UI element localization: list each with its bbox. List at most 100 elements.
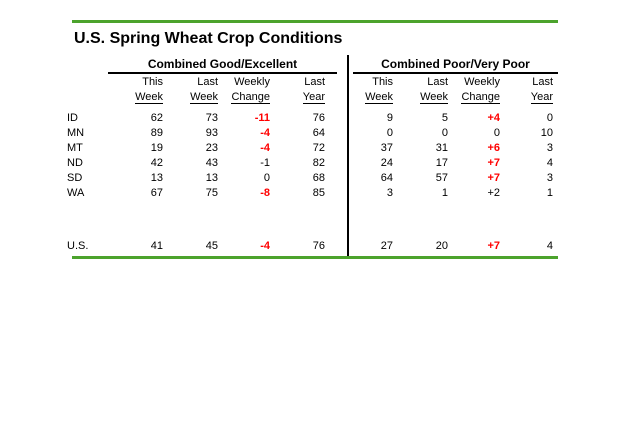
good-last-week-value: 43 [205,157,218,169]
column-gap [327,171,355,186]
poor-column-header-text: Change [461,91,500,104]
column-header-row-2: Week Week Change Year Week Week Change Year [65,90,555,105]
state-label: ND [67,157,83,169]
poor-last-week-value: 17 [435,157,448,169]
good-this-week-value: 42 [150,157,163,169]
good-this-week-value: 41 [150,240,163,252]
poor-last-year-value: 4 [546,240,553,252]
poor-this-week-value: 64 [380,172,393,184]
column-header-row-1: This Last Weekly Last This Last Weekly Last [65,75,555,90]
column-gap [327,111,355,126]
good-weekly-change-value: -1 [260,157,270,169]
good-weekly-change-value: -11 [254,112,270,124]
section-header-poor-very-poor: Combined Poor/Very Poor [353,57,558,74]
column-gap [327,141,355,156]
good-weekly-change-value: 0 [263,172,270,184]
column-gap [327,239,355,254]
good-column-header: Year [272,90,327,105]
poor-last-year-value: 3 [546,172,553,184]
table-row-mn: MN 89 93 -4 64 0 0 0 10 [65,126,555,141]
good-column-header: Week [108,90,165,105]
table-row-sd: SD 13 13 0 68 64 57 +7 3 [65,171,555,186]
good-last-week-value: 23 [205,142,218,154]
good-weekly-change-value: -4 [260,240,270,252]
state-label: MN [67,127,85,139]
poor-this-week-value: 9 [386,112,393,124]
good-last-year-value: 72 [312,142,325,154]
top-green-rule [72,20,558,23]
state-label: U.S. [67,240,89,252]
good-last-week-value: 93 [205,127,218,139]
poor-column-header: Year [502,90,555,105]
good-column-header: Change [220,90,272,105]
poor-last-year-value: 0 [546,112,553,124]
poor-last-week-value: 31 [435,142,448,154]
good-last-week-value: 75 [205,187,218,199]
state-label: SD [67,172,83,184]
good-column-header-text: Week [135,91,163,104]
poor-weekly-change-value: +6 [487,142,500,154]
column-gap [327,126,355,141]
poor-this-week-value: 37 [380,142,393,154]
good-column-header-text: Week [190,91,218,104]
good-column-header-text: Year [302,91,325,104]
us-summary-row: U.S. 41 45 -4 76 27 20 +7 4 [65,239,555,254]
table-row-id: ID 62 73 -11 76 9 5 +4 0 [65,111,555,126]
crop-conditions-table: This Last Weekly Last This Last Weekly Last Week… [65,75,555,254]
table-row-nd: ND 42 43 -1 82 24 17 +7 4 [65,156,555,171]
page-title: U.S. Spring Wheat Crop Conditions [74,30,343,47]
good-this-week-value: 13 [150,172,163,184]
poor-column-header-text: Year [530,91,553,104]
table-row-mt: MT 19 23 -4 72 37 31 +6 3 [65,141,555,156]
good-column-header: Weekly [234,76,270,88]
good-last-week-value: 73 [205,112,218,124]
good-last-year-value: 85 [312,187,325,199]
poor-weekly-change-value: 0 [493,127,500,139]
row-label-spacer [65,90,108,105]
row-label-spacer [65,75,108,90]
bottom-green-rule [72,256,558,259]
poor-weekly-change-value: +4 [487,112,500,124]
good-last-year-value: 82 [312,157,325,169]
column-gap [327,90,355,105]
good-last-year-value: 68 [312,172,325,184]
good-last-year-value: 76 [312,112,325,124]
poor-last-week-value: 5 [441,112,448,124]
poor-this-week-value: 0 [386,127,393,139]
poor-this-week-value: 27 [380,240,393,252]
good-column-header: This [142,76,163,88]
summary-spacer [65,201,555,239]
poor-last-year-value: 3 [546,142,553,154]
poor-column-header: Week [395,90,450,105]
good-this-week-value: 62 [150,112,163,124]
poor-this-week-value: 3 [386,187,393,199]
state-label: ID [67,112,78,124]
poor-weekly-change-value: +7 [487,172,500,184]
good-weekly-change-value: -8 [260,187,270,199]
poor-last-week-value: 0 [441,127,448,139]
poor-column-header-text: Week [420,91,448,104]
poor-weekly-change-value: +7 [487,240,500,252]
poor-column-header-text: Week [365,91,393,104]
section-divider-line [347,55,349,256]
poor-weekly-change-value: +2 [487,187,500,199]
poor-weekly-change-value: +7 [487,157,500,169]
good-weekly-change-value: -4 [260,127,270,139]
poor-column-header: Week [355,90,395,105]
poor-last-year-value: 4 [546,157,553,169]
poor-last-week-value: 1 [441,187,448,199]
poor-column-header: Last [532,76,553,88]
good-column-header: Last [304,76,325,88]
column-gap [327,156,355,171]
good-this-week-value: 67 [150,187,163,199]
column-gap [327,186,355,201]
section-header-good-excellent: Combined Good/Excellent [108,57,337,74]
good-last-week-value: 13 [205,172,218,184]
good-column-header: Last [197,76,218,88]
good-column-header-text: Change [231,91,270,104]
poor-last-week-value: 57 [435,172,448,184]
poor-column-header: This [372,76,393,88]
poor-last-year-value: 1 [546,187,553,199]
good-last-week-value: 45 [205,240,218,252]
table-row-wa: WA 67 75 -8 85 3 1 +2 1 [65,186,555,201]
